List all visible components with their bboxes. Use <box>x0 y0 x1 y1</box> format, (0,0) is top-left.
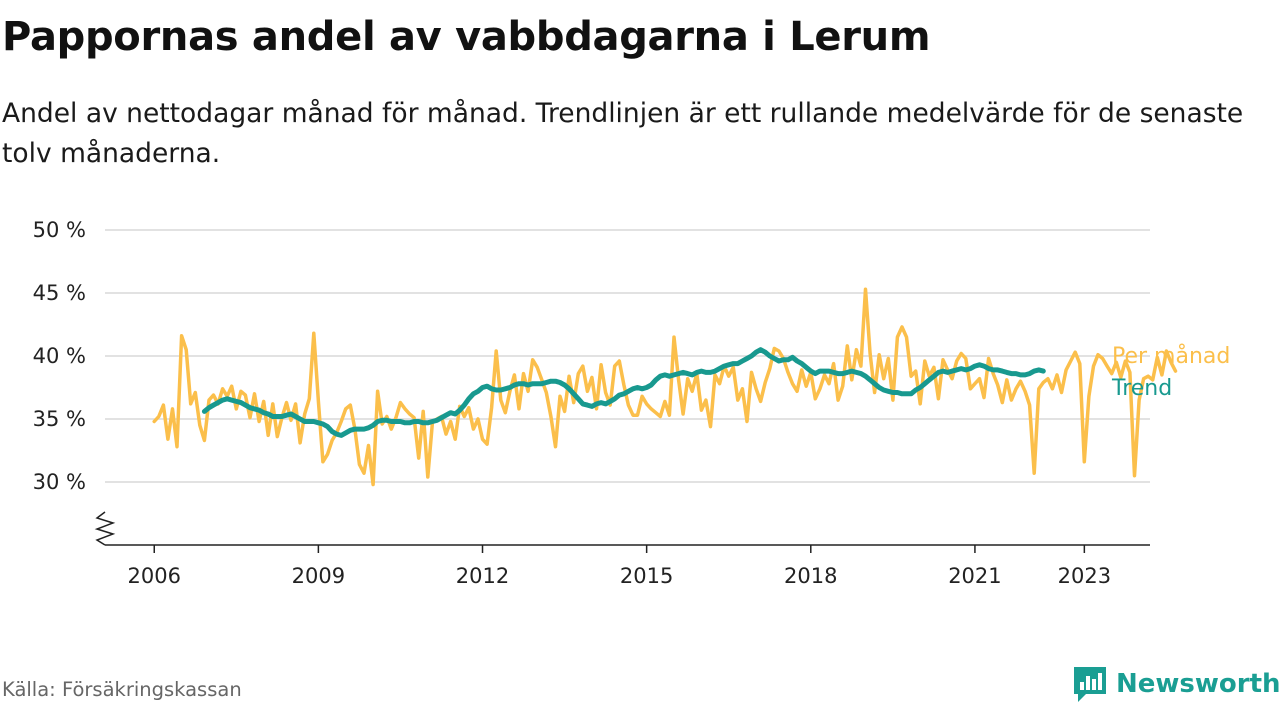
series-line-trend <box>201 347 1046 438</box>
x-axis: 2006 2009 2012 2015 2018 2021 2023 <box>94 511 1150 588</box>
x-tick-label: 2009 <box>292 564 345 588</box>
brand-name: Newsworthy <box>1116 669 1280 699</box>
line-chart: 30 % 35 % 40 % 45 % 50 % 2006 2009 2012 2015 201… <box>33 218 1231 588</box>
axis-break-icon <box>94 511 116 546</box>
x-tick-label: 2021 <box>948 564 1001 588</box>
y-tick-label: 45 % <box>33 281 86 305</box>
y-tick-label: 35 % <box>33 407 86 431</box>
newsworthy-logo-icon <box>1074 667 1106 702</box>
y-tick-label: 40 % <box>33 344 86 368</box>
y-axis-ticks: 30 % 35 % 40 % 45 % 50 % <box>33 218 86 494</box>
chart-subtitle: Andel av nettodagar månad för månad. Tre… <box>2 98 1244 169</box>
gridlines <box>105 229 1150 483</box>
x-tick-label: 2012 <box>456 564 509 588</box>
series-label: Trend <box>1111 376 1172 401</box>
series-lines <box>152 287 1178 487</box>
brand[interactable]: Newsworthy <box>1072 664 1280 704</box>
source-note: Källa: Försäkringskassan <box>2 678 242 701</box>
chart-title: Pappornas andel av vabbdagarna i Lerum <box>2 14 931 60</box>
series-line-per-manad <box>152 287 1178 487</box>
x-tick-label: 2023 <box>1058 564 1111 588</box>
x-tick-label: 2006 <box>128 564 181 588</box>
x-tick-label: 2018 <box>784 564 837 588</box>
series-labels: Per månad Trend <box>1111 343 1230 401</box>
y-tick-label: 30 % <box>33 470 86 494</box>
x-tick-label: 2015 <box>620 564 673 588</box>
y-tick-label: 50 % <box>33 218 86 242</box>
series-label: Per månad <box>1112 343 1230 369</box>
